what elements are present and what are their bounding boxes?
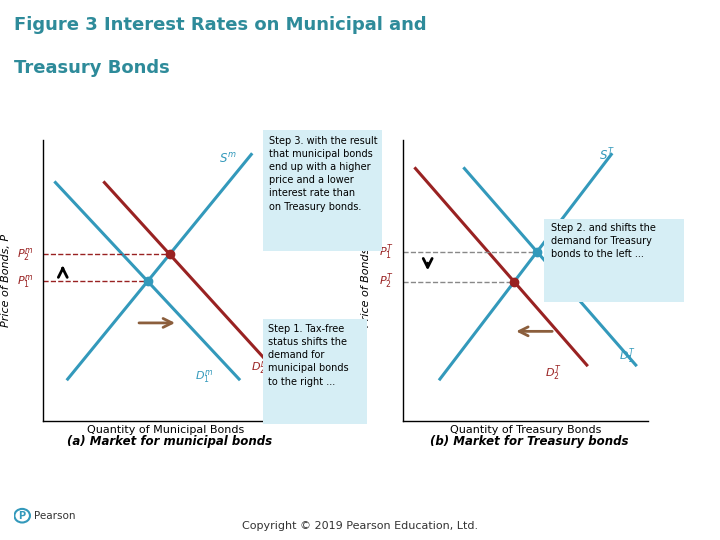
Text: Pearson: Pearson: [34, 511, 76, 521]
Text: P: P: [19, 511, 26, 521]
Text: (b) Market for Treasury bonds: (b) Market for Treasury bonds: [430, 435, 629, 449]
Text: Step 3. with the result
that municipal bonds
end up with a higher
price and a lo: Step 3. with the result that municipal b…: [269, 136, 377, 212]
Text: Step 2. and shifts the
demand for Treasury
bonds to the left ...: Step 2. and shifts the demand for Treasu…: [551, 223, 655, 259]
Text: Figure 3 Interest Rates on Municipal and: Figure 3 Interest Rates on Municipal and: [14, 16, 427, 34]
Text: (a) Market for municipal bonds: (a) Market for municipal bonds: [67, 435, 271, 449]
Text: $D_2^m$: $D_2^m$: [251, 360, 269, 376]
Text: Price of Bonds, P: Price of Bonds, P: [361, 234, 372, 327]
Text: $D_1^T$: $D_1^T$: [618, 346, 635, 366]
Text: $S^T$: $S^T$: [599, 146, 615, 163]
Text: $P_1^m$: $P_1^m$: [17, 273, 33, 289]
Text: $P_2^T$: $P_2^T$: [379, 272, 393, 292]
Text: $P_1^T$: $P_1^T$: [379, 242, 393, 262]
Text: $P_2^m$: $P_2^m$: [17, 246, 33, 262]
X-axis label: Quantity of Municipal Bonds: Quantity of Municipal Bonds: [87, 426, 244, 435]
Text: Price of Bonds, P: Price of Bonds, P: [1, 234, 12, 327]
Text: Step 1. Tax-free
status shifts the
demand for
municipal bonds
to the right ...: Step 1. Tax-free status shifts the deman…: [268, 324, 348, 387]
Text: Copyright © 2019 Pearson Education, Ltd.: Copyright © 2019 Pearson Education, Ltd.: [242, 521, 478, 531]
Text: Treasury Bonds: Treasury Bonds: [14, 59, 170, 77]
Text: $D_1^m$: $D_1^m$: [195, 368, 213, 385]
X-axis label: Quantity of Treasury Bonds: Quantity of Treasury Bonds: [450, 426, 601, 435]
Text: $D_2^T$: $D_2^T$: [545, 363, 562, 383]
Text: $S^m$: $S^m$: [220, 152, 237, 166]
